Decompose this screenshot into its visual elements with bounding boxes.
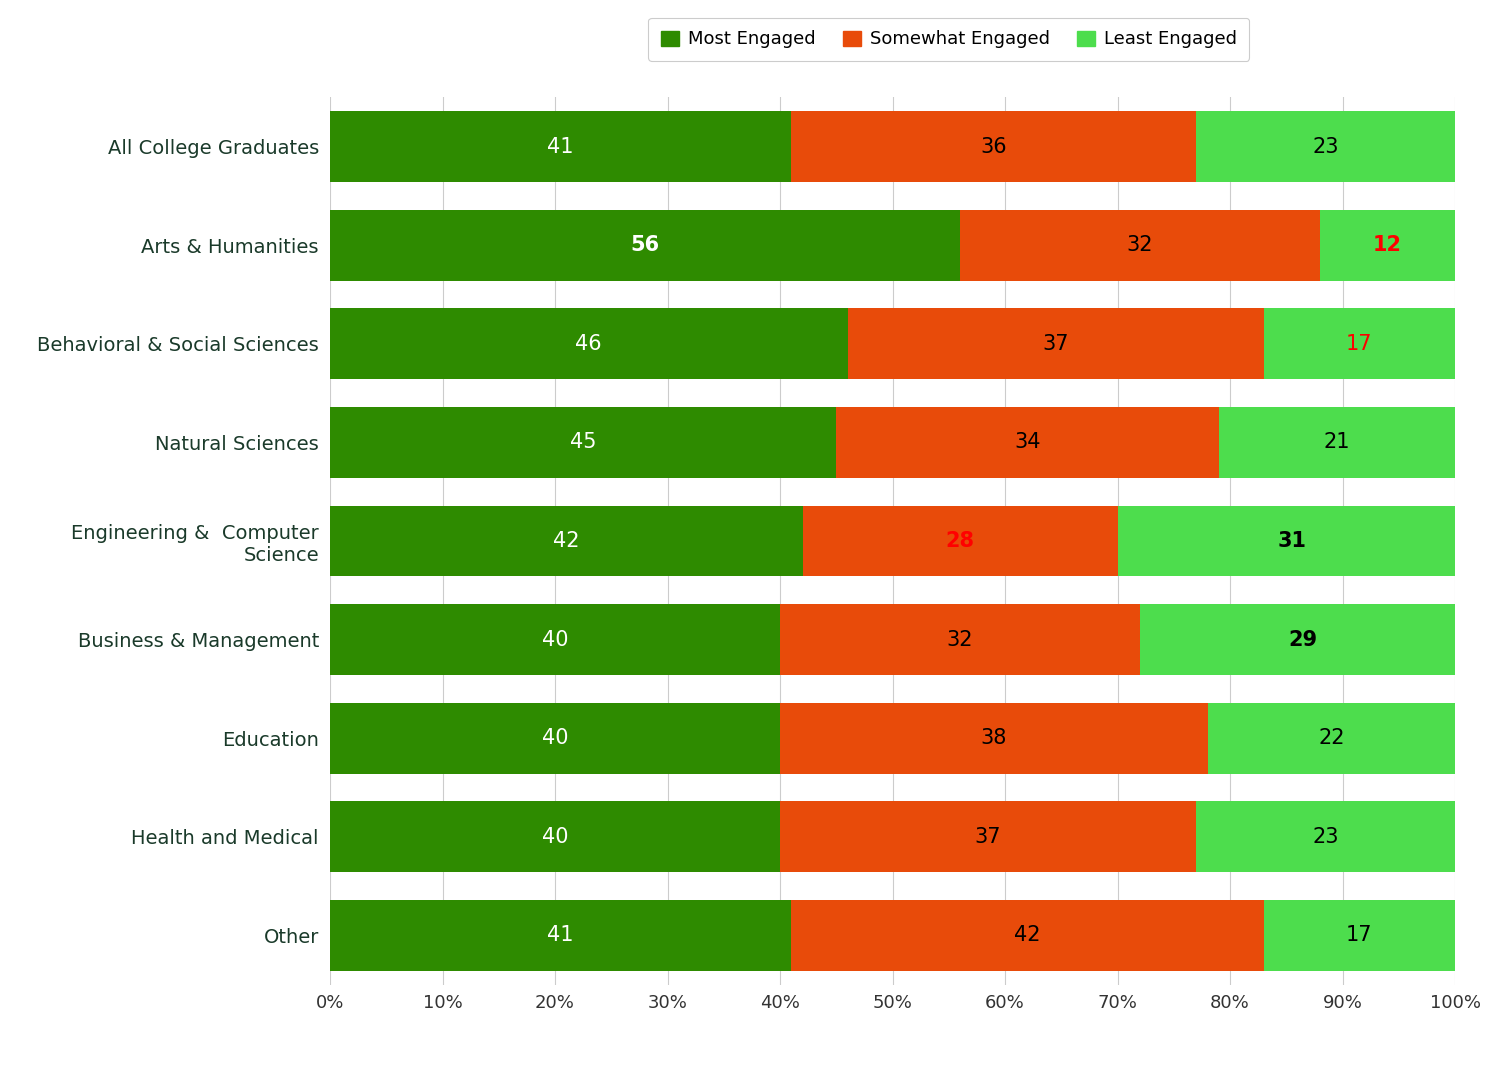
Bar xyxy=(330,111,792,182)
Text: 17: 17 xyxy=(1346,925,1372,946)
Text: 42: 42 xyxy=(554,531,579,551)
Bar xyxy=(792,111,1197,182)
Text: 38: 38 xyxy=(981,728,1006,748)
Bar xyxy=(330,210,960,280)
Text: 29: 29 xyxy=(1288,630,1317,649)
Bar xyxy=(330,604,780,675)
Bar xyxy=(780,702,1208,774)
Bar xyxy=(1197,802,1455,872)
Text: 31: 31 xyxy=(1278,531,1306,551)
Text: 12: 12 xyxy=(1372,235,1402,255)
Text: 40: 40 xyxy=(542,827,568,847)
Bar xyxy=(1197,111,1455,182)
Bar xyxy=(960,210,1320,280)
Bar xyxy=(1140,604,1466,675)
Text: 42: 42 xyxy=(1014,925,1041,946)
Text: 34: 34 xyxy=(1014,433,1041,452)
Bar xyxy=(1208,702,1455,774)
Bar xyxy=(1263,900,1455,971)
Text: 46: 46 xyxy=(576,334,602,354)
Text: 37: 37 xyxy=(1042,334,1070,354)
Text: 17: 17 xyxy=(1346,334,1372,354)
Bar xyxy=(1320,210,1455,280)
Bar xyxy=(330,900,792,971)
Bar xyxy=(330,802,780,872)
Text: 37: 37 xyxy=(975,827,1002,847)
Text: 32: 32 xyxy=(946,630,974,649)
Bar xyxy=(780,604,1140,675)
Text: 36: 36 xyxy=(981,136,1006,157)
Bar xyxy=(792,900,1263,971)
Text: 28: 28 xyxy=(945,531,975,551)
Text: 23: 23 xyxy=(1312,827,1340,847)
Text: 22: 22 xyxy=(1318,728,1344,748)
Text: 40: 40 xyxy=(542,728,568,748)
Bar xyxy=(780,802,1197,872)
Legend: Most Engaged, Somewhat Engaged, Least Engaged: Most Engaged, Somewhat Engaged, Least En… xyxy=(648,17,1250,61)
Bar xyxy=(1218,407,1455,478)
Text: 21: 21 xyxy=(1323,433,1350,452)
Bar xyxy=(1263,308,1455,380)
Text: 32: 32 xyxy=(1126,235,1154,255)
Text: 56: 56 xyxy=(630,235,660,255)
Bar xyxy=(802,505,1118,577)
Bar xyxy=(837,407,1218,478)
Bar xyxy=(330,702,780,774)
Text: 41: 41 xyxy=(548,136,574,157)
Bar xyxy=(330,407,837,478)
Text: 23: 23 xyxy=(1312,136,1340,157)
Bar xyxy=(1118,505,1466,577)
Bar xyxy=(847,308,1263,380)
Text: 41: 41 xyxy=(548,925,574,946)
Text: 45: 45 xyxy=(570,433,597,452)
Bar xyxy=(330,308,848,380)
Text: 40: 40 xyxy=(542,630,568,649)
Bar xyxy=(330,505,803,577)
